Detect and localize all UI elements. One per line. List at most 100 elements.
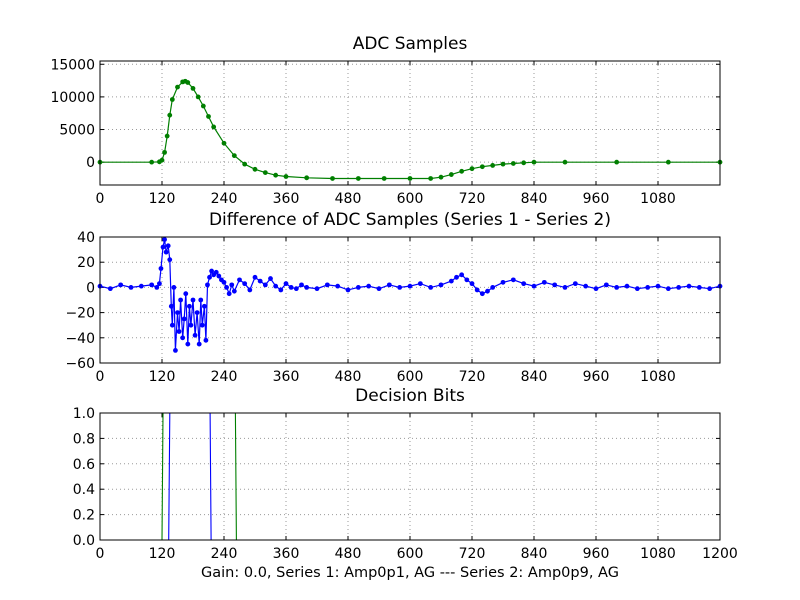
diff-data-point [183, 291, 189, 297]
diff-data-point [293, 286, 299, 292]
adc-ytick-label: 10000 [50, 90, 95, 106]
diff-data-point [173, 348, 178, 353]
bits-xtick-label: 480 [335, 546, 362, 562]
diff-xtick-label: 360 [273, 369, 300, 385]
diff-data-point [158, 266, 164, 271]
diff-data-point [221, 279, 227, 285]
diff-data-point [531, 283, 537, 289]
adc-xtick-label: 360 [273, 191, 300, 207]
adc-data-point [500, 161, 506, 167]
diff-data-point [224, 285, 229, 290]
diff-data-point [213, 269, 219, 275]
diff-data-point [118, 282, 124, 288]
adc-data-point [490, 163, 496, 168]
diff-data-point [603, 282, 609, 288]
diff-data-point [199, 322, 205, 328]
diff-data-point [138, 283, 144, 289]
diff-data-point [314, 286, 320, 292]
bits-xtick-label: 360 [273, 546, 300, 562]
adc-ytick-label: 0 [86, 155, 95, 171]
adc-data-point [252, 166, 258, 172]
diff-data-point [194, 310, 200, 315]
diff-data-point [171, 285, 177, 290]
bits-ytick-label: 0.2 [73, 508, 95, 524]
diff-xtick-label: 480 [335, 369, 362, 385]
diff-data-point [624, 283, 630, 289]
bits-xtick-label: 1200 [702, 546, 738, 562]
diff-data-point [273, 283, 279, 289]
adc-data-point [304, 175, 310, 181]
adc-xtick-label: 120 [149, 191, 176, 207]
diff-xtick-label: 240 [211, 369, 238, 385]
bits-xtick-label: 720 [459, 546, 486, 562]
diff-data-point [262, 282, 268, 288]
adc-data-point [169, 97, 175, 102]
diff-data-point [167, 257, 173, 263]
diff-data-point [634, 286, 640, 292]
adc-data-point [162, 149, 167, 155]
diff-data-point [454, 274, 459, 280]
diff-data-point [562, 285, 568, 290]
adc-data-point [283, 174, 289, 179]
diff-xtick-label: 720 [459, 369, 486, 385]
diff-data-point [583, 283, 589, 289]
diff-data-point [552, 282, 558, 288]
adc-ytick-label: 5000 [59, 123, 95, 139]
diff-data-point [252, 274, 258, 280]
diff-data-point [149, 282, 155, 288]
diff-title: Difference of ADC Samples (Series 1 - Se… [209, 210, 611, 230]
diff-xtick-label: 600 [397, 369, 424, 385]
diff-xtick-label: 960 [583, 369, 610, 385]
diff-data-point [257, 278, 263, 284]
diff-data-point [448, 278, 454, 284]
diff-data-point [345, 287, 351, 293]
diff-data-point [464, 277, 470, 283]
diff-data-point [185, 341, 191, 347]
diff-data-point [192, 332, 198, 338]
adc-xtick-label: 480 [335, 191, 362, 207]
diff-data-point [288, 285, 294, 290]
adc-data-point [185, 80, 191, 85]
diff-data-point [201, 303, 207, 309]
adc-data-point [510, 161, 516, 166]
adc-data-point [355, 176, 361, 181]
diff-data-point [181, 316, 187, 322]
adc-data-point [562, 159, 568, 165]
diff-data-point [479, 291, 485, 297]
diff-data-point [655, 283, 661, 289]
diff-data-point [180, 335, 186, 341]
diff-ytick-label: 0 [86, 280, 95, 296]
diff-data-point [160, 244, 166, 250]
diff-data-point [205, 282, 210, 288]
diff-data-point [335, 283, 341, 289]
diff-data-point [176, 329, 182, 334]
bits-xtick-label: 840 [521, 546, 548, 562]
adc-data-point [164, 133, 170, 139]
adc-xtick-label: 840 [521, 191, 548, 207]
diff-data-point [474, 287, 480, 293]
adc-data-point [614, 159, 620, 165]
adc-axes-frame [99, 60, 721, 186]
diff-data-point [237, 277, 242, 283]
bits-xtick-label: 120 [149, 546, 176, 562]
adc-xtick-label: 1080 [640, 191, 676, 207]
diff-data-point [283, 281, 289, 287]
diff-data-point [696, 285, 702, 290]
adc-data-point [459, 168, 465, 174]
adc-data-point [273, 172, 279, 178]
diff-data-point [162, 237, 167, 242]
adc-data-point [381, 176, 387, 181]
adc-xtick-label: 600 [397, 191, 424, 207]
diff-data-point [216, 273, 222, 279]
diff-data-point [268, 276, 273, 281]
bits-xtick-label: 960 [583, 546, 610, 562]
diff-data-point [163, 249, 169, 255]
diff-data-point [686, 283, 692, 289]
adc-data-point [428, 176, 434, 181]
diff-ytick-label: −40 [65, 331, 95, 347]
bits-ytick-label: 0.4 [73, 482, 95, 498]
adc-data-point [175, 84, 180, 90]
diff-data-point [355, 285, 361, 290]
diff-data-point [175, 310, 180, 315]
diff-data-point [231, 288, 237, 294]
